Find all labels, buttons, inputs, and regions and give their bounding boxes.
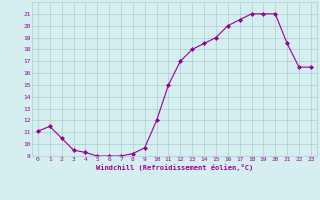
X-axis label: Windchill (Refroidissement éolien,°C): Windchill (Refroidissement éolien,°C) (96, 164, 253, 171)
